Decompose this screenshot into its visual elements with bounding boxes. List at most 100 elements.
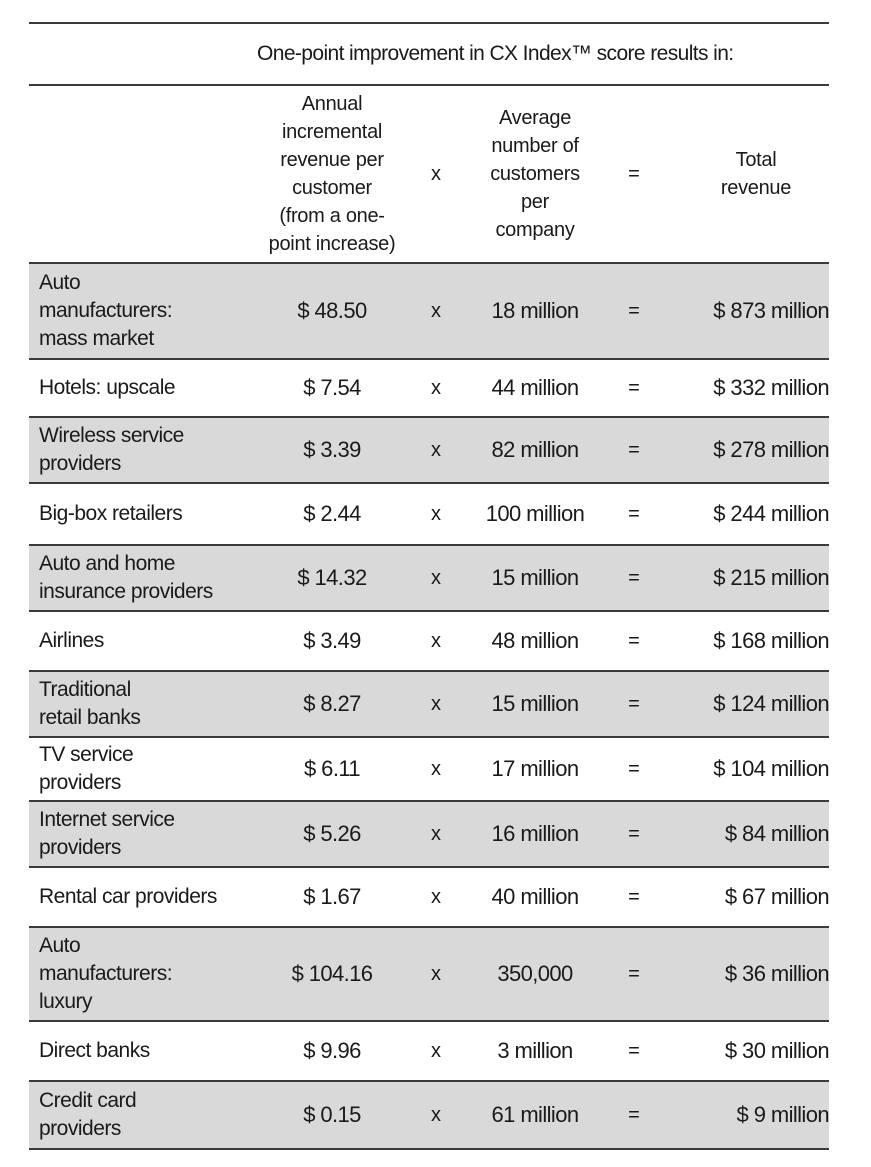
customers-cell: 44 million — [491, 375, 580, 400]
revenue-cell: $ 5.26 — [303, 821, 361, 846]
total-revenue-cell: $ 67 million — [724, 884, 830, 909]
revenue-cell: $ 3.49 — [303, 628, 361, 653]
customers-cell: 100 million — [485, 501, 585, 526]
industry-cell: Wireless service providers — [39, 424, 184, 475]
table-row: Internet service providers $ 5.26 x 16 mill… — [29, 802, 830, 868]
table-row: Auto manufacturers: mass market $ 48.50 x 1… — [29, 264, 830, 360]
equals-sign: = — [628, 566, 640, 589]
header-customers: Average number of customers per company — [490, 107, 580, 241]
customers-cell: 15 million — [491, 691, 580, 716]
cx-revenue-table: One-point improvement in CX Index™ score… — [29, 22, 830, 1150]
table-body: Auto manufacturers: mass market $ 48.50 x 1… — [29, 264, 830, 1150]
times-sign: x — [431, 1039, 441, 1062]
total-revenue-cell: $ 278 million — [713, 437, 829, 462]
customers-cell: 350,000 — [497, 961, 573, 986]
table-row: Hotels: upscale $ 7.54 x 44 million = $ 332 m… — [29, 360, 830, 418]
times-sign: x — [431, 438, 441, 461]
table-row: Rental car providers $ 1.67 x 40 million = $ … — [29, 868, 830, 928]
industry-cell: TV service providers — [39, 743, 134, 794]
total-revenue-cell: $ 104 million — [713, 756, 829, 781]
revenue-cell: $ 6.11 — [304, 756, 361, 781]
table-row: Wireless service providers $ 3.39 x 82 mill… — [29, 418, 830, 484]
total-revenue-cell: $ 215 million — [713, 565, 829, 590]
customers-cell: 40 million — [491, 884, 580, 909]
equals-sign: = — [628, 822, 640, 845]
times-sign: x — [431, 299, 441, 322]
customers-cell: 61 million — [491, 1102, 580, 1127]
industry-cell: Internet service providers — [39, 808, 175, 859]
times-sign: x — [431, 757, 441, 780]
industry-cell: Auto manufacturers: mass market — [39, 271, 173, 350]
table-row: Traditional retail banks $ 8.27 x 15 millio… — [29, 672, 830, 738]
revenue-cell: $ 0.15 — [303, 1102, 361, 1127]
super-header-text: One-point improvement in CX Index™ score… — [257, 42, 734, 65]
table-row: Airlines $ 3.49 x 48 million = $ 168 million — [29, 612, 830, 672]
header-revenue-per-customer: Annual incremental revenue per customer … — [268, 93, 396, 255]
revenue-cell: $ 48.50 — [297, 298, 367, 323]
revenue-cell: $ 104.16 — [291, 961, 373, 986]
table-row: Credit card providers $ 0.15 x 61 million = $… — [29, 1082, 830, 1150]
revenue-cell: $ 7.54 — [303, 375, 361, 400]
total-revenue-cell: $ 332 million — [713, 375, 829, 400]
total-revenue-cell: $ 244 million — [713, 501, 829, 526]
equals-sign: = — [628, 757, 640, 780]
equals-sign: = — [628, 692, 640, 715]
revenue-cell: $ 2.44 — [303, 501, 361, 526]
times-sign: x — [431, 502, 441, 525]
header-total-revenue: Total revenue — [720, 149, 792, 199]
industry-cell: Airlines — [39, 629, 104, 652]
equals-sign: = — [628, 1103, 640, 1126]
industry-cell: Traditional retail banks — [39, 678, 141, 729]
equals-sign: = — [628, 885, 640, 908]
times-sign: x — [431, 885, 441, 908]
total-revenue-cell: $ 168 million — [713, 628, 829, 653]
customers-cell: 3 million — [497, 1038, 573, 1063]
total-revenue-cell: $ 124 million — [713, 691, 829, 716]
equals-sign: = — [628, 962, 640, 985]
revenue-cell: $ 14.32 — [297, 565, 367, 590]
times-sign: x — [431, 376, 441, 399]
column-header-row: Annual incremental revenue per customer … — [29, 86, 829, 264]
super-header-row: One-point improvement in CX Index™ score… — [29, 24, 829, 86]
table-row: Auto manufacturers: luxury $ 104.16 x 350,0… — [29, 928, 830, 1022]
industry-cell: Rental car providers — [39, 885, 217, 908]
revenue-cell: $ 9.96 — [303, 1038, 361, 1063]
customers-cell: 18 million — [491, 298, 580, 323]
times-sign: x — [431, 822, 441, 845]
industry-cell: Big-box retailers — [39, 502, 183, 525]
equals-sign: = — [628, 502, 640, 525]
header-equals-sign: = — [628, 162, 640, 185]
equals-sign: = — [628, 438, 640, 461]
customers-cell: 82 million — [491, 437, 580, 462]
industry-cell: Auto manufacturers: luxury — [39, 934, 173, 1013]
table-row: TV service providers $ 6.11 x 17 million = $ … — [29, 738, 830, 802]
equals-sign: = — [628, 299, 640, 322]
total-revenue-cell: $ 873 million — [713, 298, 829, 323]
total-revenue-cell: $ 36 million — [724, 961, 830, 986]
times-sign: x — [431, 566, 441, 589]
top-rule — [29, 22, 829, 24]
revenue-cell: $ 1.67 — [303, 884, 361, 909]
industry-cell: Hotels: upscale — [39, 376, 176, 399]
total-revenue-cell: $ 84 million — [724, 821, 830, 846]
total-revenue-cell: $ 9 million — [736, 1102, 830, 1127]
table-row: Auto and home insurance providers $ 14.32… — [29, 546, 830, 612]
times-sign: x — [431, 1103, 441, 1126]
industry-cell: Credit card providers — [39, 1089, 137, 1140]
header-times-sign: x — [431, 162, 441, 185]
industry-cell: Auto and home insurance providers — [39, 552, 213, 603]
equals-sign: = — [628, 629, 640, 652]
table-row: Big-box retailers $ 2.44 x 100 million = $ 24… — [29, 484, 830, 546]
customers-cell: 16 million — [491, 821, 580, 846]
equals-sign: = — [628, 376, 640, 399]
revenue-cell: $ 3.39 — [303, 437, 361, 462]
customers-cell: 15 million — [491, 565, 580, 590]
industry-cell: Direct banks — [39, 1039, 150, 1062]
times-sign: x — [431, 692, 441, 715]
revenue-cell: $ 8.27 — [303, 691, 361, 716]
total-revenue-cell: $ 30 million — [724, 1038, 830, 1063]
equals-sign: = — [628, 1039, 640, 1062]
customers-cell: 17 million — [491, 756, 580, 781]
customers-cell: 48 million — [491, 628, 580, 653]
times-sign: x — [431, 629, 441, 652]
